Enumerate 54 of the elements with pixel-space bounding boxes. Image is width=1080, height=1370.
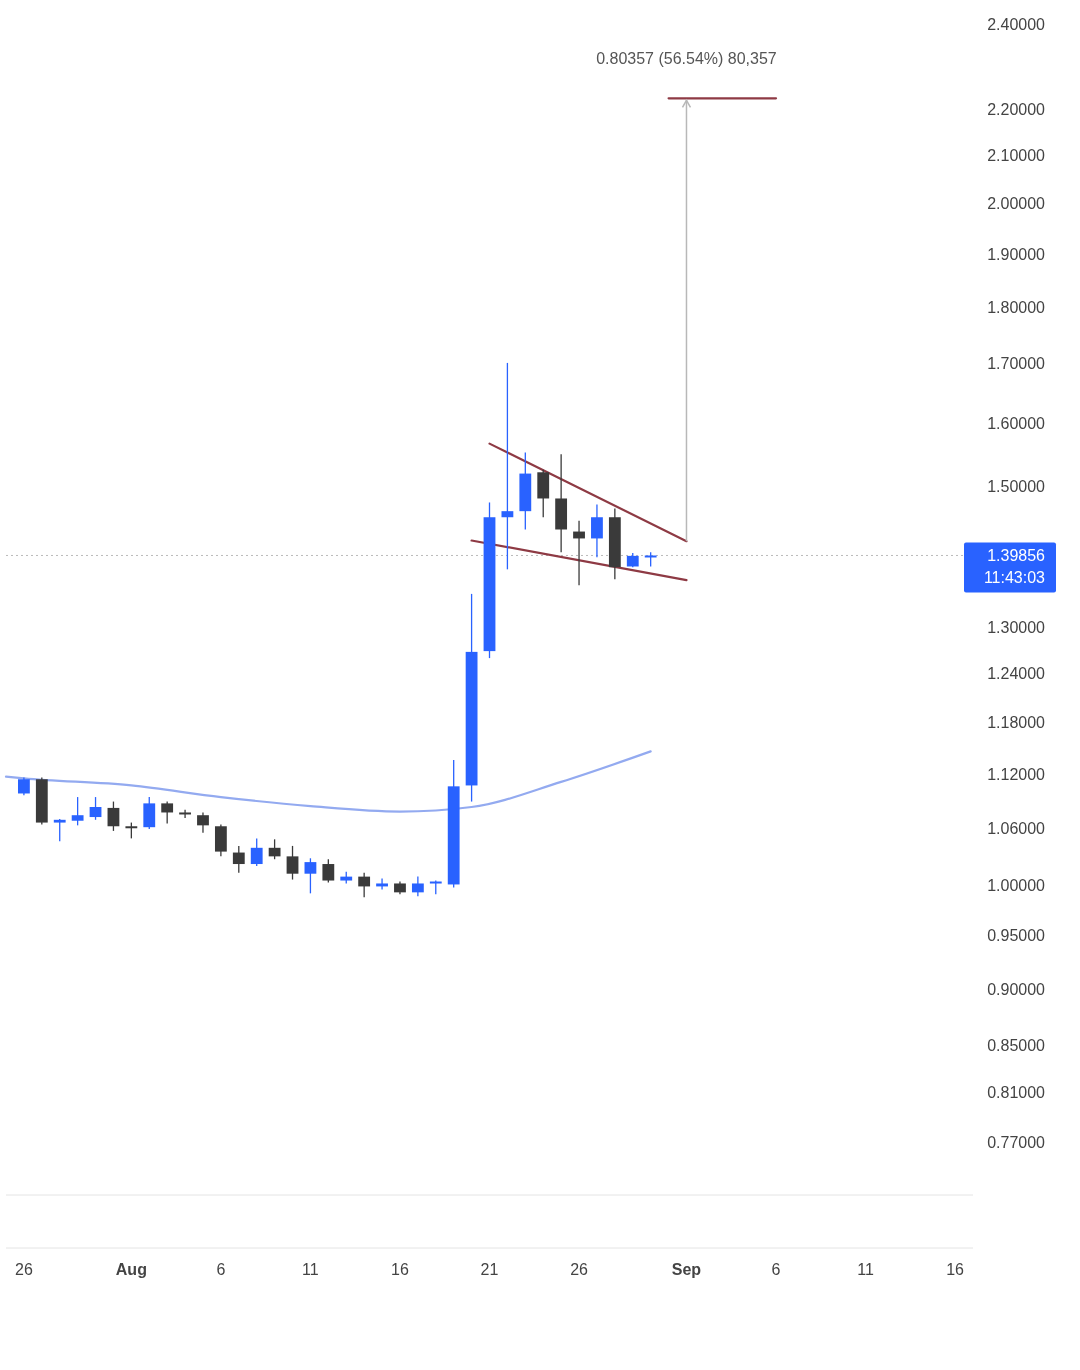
y-tick-label: 0.77000	[987, 1134, 1046, 1152]
y-tick-label: 0.90000	[987, 980, 1046, 998]
candlestick	[71, 796, 84, 826]
y-tick-label: 0.81000	[987, 1084, 1046, 1102]
candlestick	[268, 838, 281, 860]
candlestick	[591, 503, 603, 558]
candlestick	[107, 800, 120, 832]
y-tick-label: 1.50000	[987, 478, 1046, 496]
x-tick-label: 11	[857, 1261, 874, 1278]
y-tick-label: 2.20000	[987, 101, 1046, 119]
line-series	[4, 750, 652, 813]
text: 11:43:03	[983, 569, 1046, 587]
x-tick-label: 6	[216, 1261, 226, 1278]
candlestick	[179, 809, 191, 819]
candlestick	[376, 877, 388, 891]
ref-line-label: 1.39856	[987, 547, 1046, 565]
candlestick	[501, 362, 514, 570]
y-tick-label: 1.18000	[987, 714, 1046, 732]
y-tick-label: 1.06000	[987, 819, 1046, 837]
candlestick	[53, 818, 66, 842]
y-tick-label: 1.60000	[987, 414, 1046, 432]
candlestick	[232, 845, 245, 874]
candlestick	[143, 796, 156, 830]
candlestick	[322, 858, 335, 884]
x-tick-label: 21	[480, 1261, 499, 1278]
y-tick-label: 1.80000	[987, 298, 1046, 316]
y-tick-label: 1.70000	[987, 355, 1046, 373]
x-tick-label: 11	[302, 1261, 319, 1278]
candlestick	[286, 845, 299, 881]
candlestick	[250, 837, 263, 867]
candlestick	[161, 800, 174, 825]
y-tick-label: 1.30000	[987, 618, 1046, 636]
x-tick-label: 6	[771, 1261, 781, 1278]
y-tick-label: 1.12000	[987, 765, 1046, 783]
x-tick-label: Aug	[115, 1261, 147, 1278]
candlestick	[197, 811, 209, 834]
x-tick-label: 26	[15, 1261, 33, 1278]
y-tick-label: 2.00000	[987, 195, 1046, 213]
x-tick-label: Sep	[671, 1261, 702, 1278]
candlestick	[304, 857, 317, 894]
y-tick-label: 1.24000	[987, 665, 1046, 683]
x-tick-label: 16	[391, 1261, 409, 1278]
y-tick-label: 0.95000	[987, 927, 1046, 945]
y-tick-label: 1.90000	[987, 245, 1046, 263]
candlestick	[411, 875, 424, 897]
y-tick-label: 0.85000	[987, 1036, 1046, 1054]
y-tick-label: 2.40000	[987, 15, 1046, 33]
candlestick	[89, 796, 102, 821]
y-tick-label: 1.00000	[987, 877, 1046, 895]
candlestick	[358, 872, 371, 898]
y-tick-label: 2.10000	[987, 147, 1046, 165]
x-tick-label: 26	[570, 1261, 589, 1278]
x-tick-label: 16	[946, 1261, 965, 1278]
annotation: 0.80357 (56.54%) 80,357	[596, 50, 777, 68]
